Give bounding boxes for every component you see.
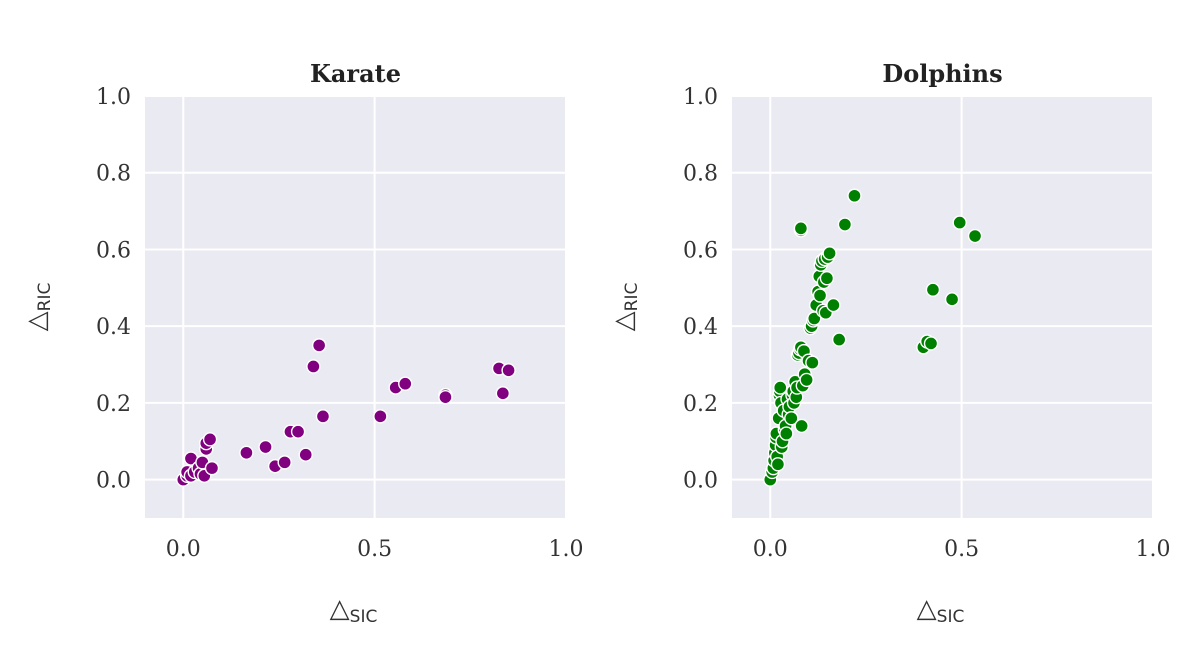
karate-y-tick-label: 0.2 [96,392,131,417]
dolphins-x-axis-subscript: SIC [937,607,965,627]
dolphins-y-tick-label: 0.6 [683,238,718,263]
dolphins-y-tick-label: 0.8 [683,162,718,187]
dolphins-data-point [812,288,828,303]
dolphins-data-point [784,411,799,426]
dolphins-y-axis-symbol: △ [609,311,639,331]
dolphins-data-point [925,282,941,297]
dolphins-plot-area [732,96,1153,518]
dolphins-data-point [805,355,820,370]
dolphins-y-axis-subscript: RIC [622,283,642,312]
karate-data-point [398,376,413,391]
dolphins-x-axis-label: △SIC [917,594,965,627]
dolphins-y-tick-label: 1.0 [683,85,718,110]
karate-y-tick-label: 1.0 [96,85,131,110]
karate-x-axis-label: △SIC [330,594,378,627]
karate-y-axis-symbol: △ [22,311,52,331]
karate-data-point [290,424,306,439]
dolphins-data-point [770,457,786,472]
dolphins-y-tick-label: 0.2 [683,392,718,417]
karate-y-tick-label: 0.6 [96,238,131,263]
karate-plot-area [145,96,566,518]
dolphins-x-tick-label: 0.0 [753,537,788,562]
dolphins-data-point [826,297,841,313]
dolphins-y-tick-label: 0.4 [683,315,718,340]
dolphins-data-point [794,418,809,434]
karate-y-axis-subscript: RIC [35,283,55,312]
karate-y-tick-label: 0.8 [96,162,131,187]
karate-data-point [501,363,516,378]
karate-data-point [258,439,273,455]
karate-y-tick-label: 0.4 [96,315,131,340]
dolphins-data-point [837,217,853,232]
karate-data-point [438,389,453,405]
karate-data-point [315,409,331,424]
dolphins-data-point [822,246,837,261]
dolphins-x-tick-label: 1.0 [1136,537,1171,562]
dolphins-y-tick-label: 0.0 [683,469,718,494]
karate-x-tick-label: 0.5 [357,537,392,562]
karate-data-point [202,432,218,447]
karate-x-axis-symbol: △ [330,594,350,624]
dolphins-panel: 0.0 0.5 1.00.00.20.40.60.81.0Dolphins△SIC△… [609,59,1171,627]
karate-panel: 0.0 0.5 1.00.00.20.40.60.81.0Karate△SIC△RI… [22,59,584,627]
dolphins-data-point [847,188,862,203]
karate-x-tick-label: 1.0 [549,537,584,562]
dolphins-data-point [793,221,809,236]
karate-data-point [204,460,220,476]
dolphins-y-axis-label: △RIC [609,283,642,332]
dolphins-data-point [779,426,794,441]
karate-y-axis-label: △RIC [22,283,55,332]
karate-data-point [311,338,327,353]
karate-x-axis-subscript: SIC [350,607,378,627]
dolphins-data-point [819,271,835,286]
dolphins-data-point [799,372,814,388]
karate-data-point [277,455,292,470]
karate-x-tick-label: 0.0 [166,537,201,562]
karate-data-point [373,409,388,424]
karate-data-point [298,447,313,462]
karate-y-tick-label: 0.0 [96,469,131,494]
dolphins-data-point [944,292,960,307]
dolphins-data-point [773,380,788,395]
dolphins-data-point [831,332,847,347]
karate-title: Karate [310,59,401,88]
dolphins-x-axis-symbol: △ [917,594,937,624]
dolphins-x-tick-label: 0.5 [944,537,979,562]
karate-data-point [239,445,254,460]
dolphins-data-point [952,215,967,230]
karate-data-point [495,386,511,401]
dolphins-data-point [967,228,983,244]
dolphins-title: Dolphins [882,59,1002,88]
dolphins-data-point [923,336,939,351]
karate-data-point [306,359,321,374]
